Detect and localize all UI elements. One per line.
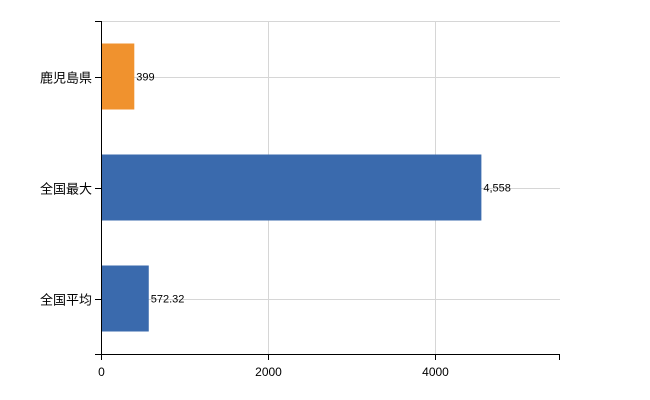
- bar-0: [101, 43, 135, 110]
- bar-layer: [101, 43, 482, 332]
- x-tick-label-1: 2000: [255, 365, 282, 379]
- category-label-2: 全国平均: [40, 293, 92, 309]
- x-tick-label-0: 0: [98, 365, 105, 379]
- bar-1: [101, 154, 482, 221]
- bar-value-label-0: 399: [136, 72, 154, 84]
- bar-2: [101, 265, 149, 332]
- axis-layer: [95, 21, 560, 360]
- bar-value-label-2: 572.32: [151, 294, 185, 306]
- category-label-1: 全国最大: [40, 182, 92, 198]
- bar-value-label-1: 4,558: [483, 183, 511, 195]
- category-label-0: 鹿児島県: [40, 71, 92, 87]
- x-tick-label-2: 4000: [422, 365, 449, 379]
